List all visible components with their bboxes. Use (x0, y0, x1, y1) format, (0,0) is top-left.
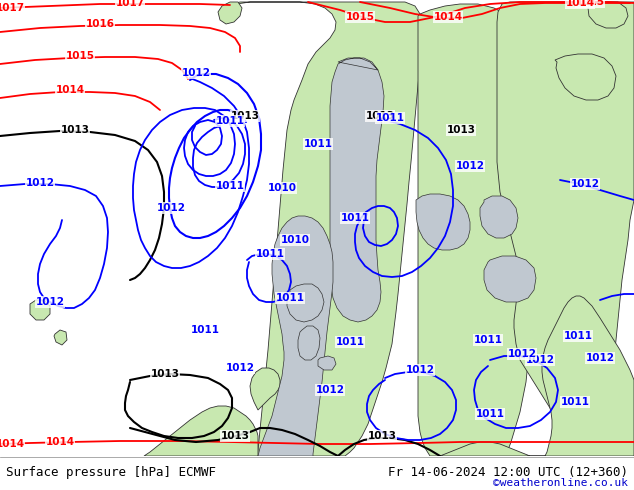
Text: 1012: 1012 (181, 68, 210, 78)
Text: 1011: 1011 (256, 249, 285, 259)
Polygon shape (497, 2, 634, 456)
Polygon shape (318, 356, 336, 370)
Polygon shape (298, 326, 320, 360)
Text: 1011: 1011 (335, 337, 365, 347)
Text: 1011: 1011 (474, 335, 503, 345)
Text: 1010: 1010 (268, 183, 297, 193)
Polygon shape (588, 2, 628, 28)
Polygon shape (250, 368, 280, 410)
Text: 1013: 1013 (221, 431, 250, 441)
Text: 1012: 1012 (571, 179, 600, 189)
Polygon shape (30, 300, 50, 320)
Text: 1013: 1013 (150, 369, 179, 379)
Text: 1013: 1013 (60, 125, 89, 135)
Text: 1014: 1014 (0, 439, 25, 449)
Text: 1011: 1011 (190, 325, 219, 335)
Text: 1011: 1011 (476, 409, 505, 419)
Text: 1011: 1011 (216, 116, 245, 126)
Polygon shape (416, 194, 470, 250)
Polygon shape (330, 58, 384, 322)
Polygon shape (287, 284, 324, 322)
Text: 1013: 1013 (446, 125, 476, 135)
Polygon shape (144, 406, 258, 456)
Text: 1012: 1012 (316, 385, 344, 395)
Polygon shape (218, 2, 242, 24)
Text: ©weatheronline.co.uk: ©weatheronline.co.uk (493, 478, 628, 489)
Text: 1015: 1015 (576, 0, 604, 7)
Text: 1011: 1011 (564, 331, 593, 341)
Text: 1012: 1012 (36, 297, 65, 307)
Polygon shape (418, 4, 528, 456)
Text: 1011: 1011 (304, 139, 332, 149)
Text: 1012: 1012 (586, 353, 614, 363)
Text: 1011: 1011 (560, 397, 590, 407)
Text: 1011: 1011 (216, 181, 245, 191)
Text: 1017: 1017 (115, 0, 145, 8)
Text: 1013: 1013 (365, 111, 394, 121)
Text: 1014: 1014 (566, 0, 595, 8)
Text: 1017: 1017 (0, 3, 25, 13)
Text: 1013: 1013 (368, 431, 396, 441)
Text: 1012: 1012 (25, 178, 55, 188)
Text: 1012: 1012 (455, 161, 484, 171)
Text: 1011: 1011 (276, 293, 304, 303)
Text: Surface pressure [hPa] ECMWF: Surface pressure [hPa] ECMWF (6, 466, 216, 479)
Text: 1011: 1011 (375, 113, 404, 123)
Text: Fr 14-06-2024 12:00 UTC (12+360): Fr 14-06-2024 12:00 UTC (12+360) (387, 466, 628, 479)
Text: 1014: 1014 (434, 12, 463, 22)
Text: 1012: 1012 (226, 363, 254, 373)
Text: 1014: 1014 (55, 85, 84, 95)
Text: 1012: 1012 (526, 355, 555, 365)
Text: 1015: 1015 (65, 51, 94, 61)
Polygon shape (484, 256, 536, 302)
Polygon shape (440, 296, 634, 456)
Polygon shape (555, 54, 616, 100)
Polygon shape (230, 2, 422, 456)
Text: 1012: 1012 (507, 349, 536, 359)
Polygon shape (480, 196, 518, 238)
Text: 1014: 1014 (46, 437, 75, 447)
Polygon shape (54, 330, 67, 345)
Text: 1010: 1010 (280, 235, 309, 245)
Text: 1013: 1013 (231, 111, 259, 121)
Text: 1012: 1012 (406, 365, 434, 375)
Text: 1011: 1011 (340, 213, 370, 223)
Text: 1015: 1015 (346, 12, 375, 22)
Polygon shape (258, 216, 333, 456)
Polygon shape (275, 418, 292, 436)
Text: 1012: 1012 (157, 203, 186, 213)
Text: 1016: 1016 (86, 19, 115, 29)
